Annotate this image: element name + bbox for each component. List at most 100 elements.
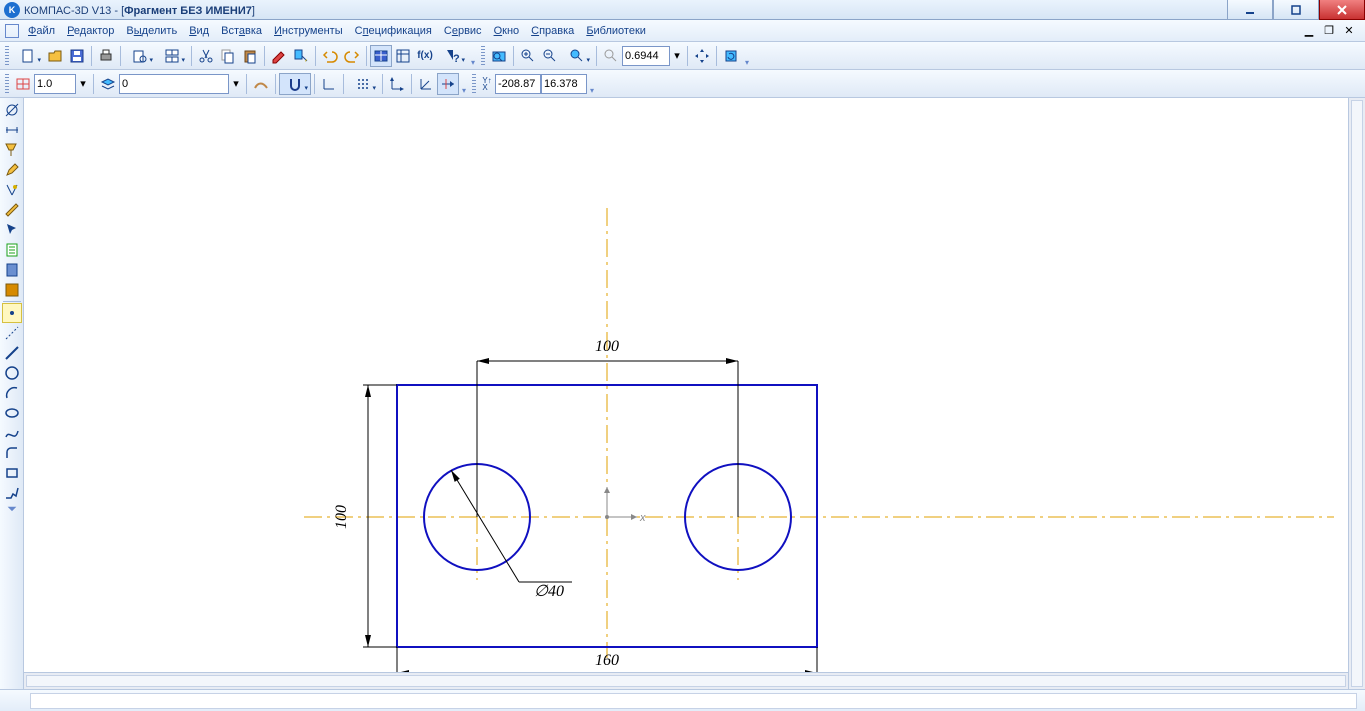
drawing-canvas[interactable]: x100160100∅40: [24, 98, 1348, 672]
coord-x-input[interactable]: [495, 74, 541, 94]
toolbar-grip[interactable]: [5, 74, 9, 94]
library-manager-button[interactable]: [370, 45, 392, 67]
reports-panel-button[interactable]: [2, 260, 22, 280]
toolbar-grip[interactable]: [481, 46, 485, 66]
angle-snap-button[interactable]: [415, 73, 437, 95]
menu-tools[interactable]: Инструменты: [268, 23, 349, 39]
scale-dropdown-button[interactable]: ▾: [76, 73, 90, 95]
point-button[interactable]: [2, 303, 22, 323]
measure-panel-button[interactable]: [2, 200, 22, 220]
vertical-scrollbar[interactable]: [1348, 98, 1365, 689]
zoom-in-button[interactable]: [517, 45, 539, 67]
mdi-close-button[interactable]: ✕: [1341, 24, 1357, 38]
document-manager-button[interactable]: [156, 45, 188, 67]
rounding-button[interactable]: [437, 73, 459, 95]
scale-input[interactable]: [34, 74, 76, 94]
select-panel-button[interactable]: [2, 220, 22, 240]
compact-panel: [0, 98, 24, 689]
toolbar-overflow-icon[interactable]: ▾: [459, 73, 469, 95]
menu-spec[interactable]: Спецификация: [349, 23, 438, 39]
toolbar-overflow-icon[interactable]: ▾: [742, 45, 752, 67]
mdi-minimize-button[interactable]: ▁: [1301, 24, 1317, 38]
layer-input[interactable]: [119, 74, 229, 94]
grid-button[interactable]: [347, 73, 379, 95]
rectangle-button[interactable]: [2, 463, 22, 483]
properties-button[interactable]: [268, 45, 290, 67]
save-button[interactable]: [66, 45, 88, 67]
minimize-button[interactable]: [1227, 0, 1273, 20]
title-bar: K КОМПАС-3D V13 - [Фрагмент БЕЗ ИМЕНИ7]: [0, 0, 1365, 20]
circle-button[interactable]: [2, 363, 22, 383]
menu-bar: Файл Редактор Выделить Вид Вставка Инстр…: [0, 20, 1365, 42]
line-button[interactable]: [2, 343, 22, 363]
layer-button[interactable]: [97, 73, 119, 95]
geometry-panel-button[interactable]: [2, 100, 22, 120]
menu-window[interactable]: Окно: [488, 23, 526, 39]
menu-editor[interactable]: Редактор: [61, 23, 120, 39]
line-style-button[interactable]: [250, 73, 272, 95]
layer-dropdown-button[interactable]: ▾: [229, 73, 243, 95]
menu-file[interactable]: Файл: [22, 23, 61, 39]
status-field: [30, 693, 1357, 709]
print-button[interactable]: [95, 45, 117, 67]
mdi-restore-button[interactable]: ❐: [1321, 24, 1337, 38]
redo-button[interactable]: [341, 45, 363, 67]
toolbar-overflow-icon[interactable]: ▾: [468, 45, 478, 67]
fillet-button[interactable]: [2, 443, 22, 463]
zoom-input[interactable]: [622, 46, 670, 66]
help-context-button[interactable]: ?: [436, 45, 468, 67]
pan-button[interactable]: [691, 45, 713, 67]
panel-overflow-button[interactable]: [2, 503, 22, 513]
insert-panel-button[interactable]: [2, 280, 22, 300]
zoom-prev-button[interactable]: [600, 45, 622, 67]
contour-button[interactable]: [2, 483, 22, 503]
spline-button[interactable]: [2, 423, 22, 443]
dimensions-panel-button[interactable]: [2, 120, 22, 140]
new-doc-button[interactable]: [12, 45, 44, 67]
variables-panel-button[interactable]: [392, 45, 414, 67]
menu-view[interactable]: Вид: [183, 23, 215, 39]
spec-panel-button[interactable]: [2, 240, 22, 260]
close-button[interactable]: [1319, 0, 1365, 20]
menu-help[interactable]: Справка: [525, 23, 580, 39]
svg-text:160: 160: [595, 652, 619, 669]
ellipse-button[interactable]: [2, 403, 22, 423]
menu-insert[interactable]: Вставка: [215, 23, 268, 39]
paste-button[interactable]: [239, 45, 261, 67]
menu-service[interactable]: Сервис: [438, 23, 488, 39]
menu-grip-icon: [4, 23, 20, 39]
coord-y-input[interactable]: [541, 74, 587, 94]
toolbar-overflow-icon[interactable]: ▾: [587, 73, 597, 95]
open-button[interactable]: [44, 45, 66, 67]
xy-label-icon: Y↑X: [479, 73, 495, 95]
snap-toggle-button[interactable]: [279, 73, 311, 95]
aux-line-button[interactable]: [2, 323, 22, 343]
window-title-text-1: КОМПАС-3D V13 - [: [24, 5, 124, 17]
zoom-out-button[interactable]: [539, 45, 561, 67]
copy-button[interactable]: [217, 45, 239, 67]
maximize-button[interactable]: [1273, 0, 1319, 20]
toolbar-grip[interactable]: [472, 74, 476, 94]
local-cs-button[interactable]: [386, 73, 408, 95]
zoom-fit-button[interactable]: [488, 45, 510, 67]
arc-button[interactable]: [2, 383, 22, 403]
cut-button[interactable]: [195, 45, 217, 67]
edit-panel-button[interactable]: [2, 160, 22, 180]
zoom-dropdown-button[interactable]: ▾: [670, 45, 684, 67]
undo-button[interactable]: [319, 45, 341, 67]
preview-button[interactable]: [124, 45, 156, 67]
view-state-button[interactable]: [12, 73, 34, 95]
svg-text:?: ?: [453, 53, 460, 64]
copy-props-button[interactable]: [290, 45, 312, 67]
fx-button[interactable]: f(x): [414, 45, 436, 67]
annotations-panel-button[interactable]: [2, 140, 22, 160]
params-panel-button[interactable]: [2, 180, 22, 200]
zoom-window-button[interactable]: [561, 45, 593, 67]
horizontal-scrollbar[interactable]: [24, 672, 1348, 689]
ortho-button[interactable]: [318, 73, 340, 95]
toolbar-standard: f(x) ? ▾ ▾ ▾: [0, 42, 1365, 70]
menu-libs[interactable]: Библиотеки: [580, 23, 652, 39]
menu-select[interactable]: Выделить: [120, 23, 183, 39]
toolbar-grip[interactable]: [5, 46, 9, 66]
refresh-button[interactable]: [720, 45, 742, 67]
